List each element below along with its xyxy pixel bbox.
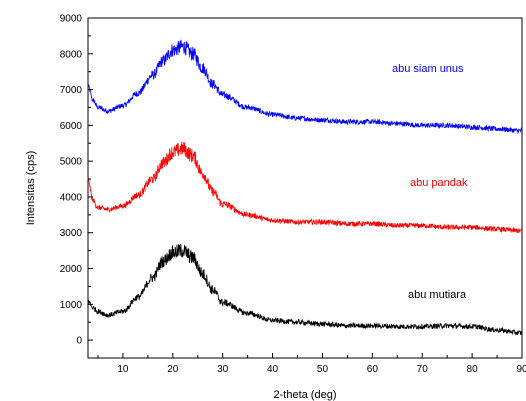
y-tick-label: 3000	[60, 228, 83, 239]
series-line-2	[87, 141, 523, 234]
x-axis-title: 2-theta (deg)	[274, 389, 337, 401]
x-tick-label: 40	[267, 364, 279, 375]
series-line-1	[87, 39, 523, 135]
x-tick-label: 80	[467, 364, 479, 375]
series-label-3: abu mutiara	[408, 289, 467, 301]
x-tick-label: 90	[516, 364, 526, 375]
series-line-3	[87, 244, 523, 336]
series-label-2: abu pandak	[410, 177, 468, 189]
x-tick-label: 20	[167, 364, 179, 375]
series-layer	[87, 39, 523, 336]
x-tick-label: 60	[367, 364, 379, 375]
y-tick-label: 7000	[60, 85, 83, 96]
x-axis: 10 20 30 40 50 60 70 80 90	[97, 353, 526, 375]
series-label-1: abu siam unus	[392, 63, 464, 75]
y-tick-label: 9000	[60, 14, 83, 25]
x-tick-label: 70	[417, 364, 429, 375]
x-tick-label: 50	[317, 364, 329, 375]
y-tick-label: 1000	[60, 300, 83, 311]
y-axis: 0 1000 2000 3000 4000 5000 6000 7000 8000 9000	[60, 14, 93, 347]
x-tick-label: 30	[217, 364, 229, 375]
y-axis-title: Intensitas (cps)	[25, 151, 37, 226]
y-tick-label: 2000	[60, 264, 83, 275]
y-tick-label: 0	[76, 336, 82, 347]
y-tick-label: 6000	[60, 121, 83, 132]
y-tick-label: 4000	[60, 192, 83, 203]
x-tick-label: 10	[117, 364, 129, 375]
plot-frame	[87, 17, 523, 359]
series-labels: abu siam unus abu pandak abu mutiara	[392, 63, 468, 301]
y-tick-label: 8000	[60, 49, 83, 60]
y-tick-label: 5000	[60, 157, 83, 168]
